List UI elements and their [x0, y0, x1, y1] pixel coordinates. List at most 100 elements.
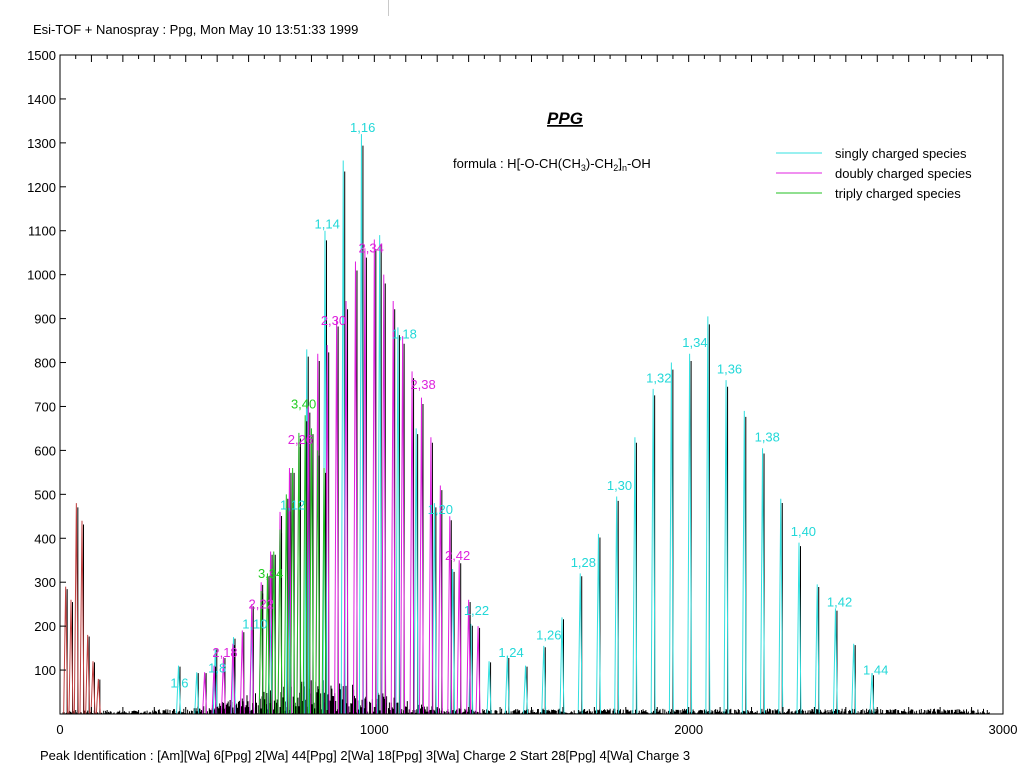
single-peak — [541, 645, 547, 715]
peak-label: 1,30 — [607, 478, 632, 493]
single-peak — [632, 437, 638, 715]
y-tick-label: 1400 — [27, 92, 56, 107]
peak-label: 1,8 — [208, 660, 226, 675]
y-tick-label: 900 — [34, 312, 56, 327]
formula-mid-2: ] — [618, 156, 622, 171]
single-peak — [523, 665, 529, 715]
double-peak — [418, 397, 424, 715]
x-tick-label: 0 — [56, 722, 63, 737]
y-tick-label: 100 — [34, 663, 56, 678]
low-mass-peak — [90, 661, 96, 715]
single-peak — [595, 533, 601, 715]
single-peak — [832, 608, 838, 715]
double-peak — [202, 672, 208, 715]
y-tick-label: 700 — [34, 399, 56, 414]
single-peak — [723, 380, 729, 715]
peak-label: 1,10 — [242, 616, 267, 631]
single-peak — [614, 496, 620, 715]
low-mass-peak — [68, 599, 74, 715]
y-tick-label: 1100 — [28, 224, 56, 239]
y-tick-label: 300 — [34, 575, 56, 590]
single-peak — [741, 410, 747, 715]
double-peak — [362, 248, 368, 715]
peak-label: 1,6 — [170, 676, 188, 691]
triple-peak — [283, 494, 289, 715]
single-peak — [194, 672, 200, 715]
peak-label: 1,34 — [682, 335, 707, 350]
double-peak — [220, 656, 226, 715]
single-peak — [705, 316, 711, 715]
peak-label: 2,38 — [410, 377, 435, 392]
double-peak — [409, 371, 415, 715]
double-peak — [249, 604, 255, 715]
single-peak — [814, 584, 820, 715]
peak-label: 1,24 — [498, 645, 523, 660]
double-peak — [343, 301, 349, 715]
single-peak — [778, 498, 784, 715]
x-tick-label: 1000 — [360, 722, 389, 737]
triple-peak — [315, 450, 321, 715]
peak-label: 1,36 — [717, 362, 742, 377]
double-peak — [447, 516, 453, 715]
peak-label: 3,34 — [258, 566, 283, 581]
peak-label: 1,42 — [827, 594, 852, 609]
peak-label: 2,26 — [288, 432, 313, 447]
peak-label: 1,14 — [315, 217, 340, 232]
low-mass-peak — [73, 503, 79, 715]
double-peak — [211, 665, 217, 715]
double-peak — [390, 301, 396, 715]
formula-suffix: -OH — [627, 156, 651, 171]
y-tick-label: 1500 — [27, 48, 56, 63]
low-mass-peak — [63, 586, 69, 715]
single-peak — [468, 623, 474, 715]
single-peak — [559, 617, 565, 715]
x-tick-label: 3000 — [989, 722, 1018, 737]
peak-label: 1,38 — [755, 430, 780, 445]
spectrum-peaks — [63, 134, 875, 715]
y-tick-label: 200 — [34, 619, 56, 634]
peak-label: 3,40 — [291, 397, 316, 412]
double-peak — [334, 318, 340, 715]
double-peak — [428, 437, 434, 715]
peak-label: 2,22 — [249, 597, 274, 612]
peak-label: 1,26 — [536, 627, 561, 642]
single-peak — [577, 573, 583, 715]
single-peak — [413, 428, 419, 715]
single-peak — [687, 353, 693, 715]
single-peak — [668, 362, 674, 715]
peak-label: 1,12 — [280, 498, 305, 513]
chart-legend: singly charged species doubly charged spe… — [776, 146, 972, 201]
single-peak — [486, 661, 492, 715]
double-peak — [437, 485, 443, 715]
formula-sub-1: 3 — [581, 163, 586, 173]
peak-label: 1,16 — [350, 120, 375, 135]
double-peak — [466, 599, 472, 715]
formula-label: formula : H[-O-CH(CH3)-CH2]n-OH — [453, 156, 651, 173]
formula-prefix: formula : H[-O-CH(CH — [453, 156, 581, 171]
triple-peak — [308, 428, 314, 715]
triple-peak — [258, 590, 264, 715]
single-peak — [304, 349, 310, 715]
window-divider — [388, 0, 389, 16]
y-tick-label: 1200 — [27, 180, 56, 195]
peak-label: 2,34 — [359, 241, 384, 256]
y-tick-label: 800 — [34, 356, 56, 371]
single-peak — [358, 134, 364, 715]
single-peak — [377, 235, 383, 715]
peak-label: 1,44 — [863, 662, 888, 677]
peak-label: 1,20 — [428, 502, 453, 517]
single-peak — [431, 503, 437, 715]
legend-label: doubly charged species — [835, 166, 972, 181]
formula-sub-3: n — [622, 163, 627, 173]
double-peak — [400, 336, 406, 715]
double-peak — [230, 643, 236, 715]
triple-peak — [321, 467, 327, 715]
single-peak — [176, 665, 182, 715]
double-peak — [352, 261, 358, 715]
peak-label: 1,22 — [464, 603, 489, 618]
triple-peak — [290, 467, 296, 715]
peak-label: 2,42 — [445, 548, 470, 563]
peak-annotations: 1,6 1,82,18 1,10 2,22 3,34 1,12 2,26 3,40 2,30 1,… — [170, 120, 888, 691]
